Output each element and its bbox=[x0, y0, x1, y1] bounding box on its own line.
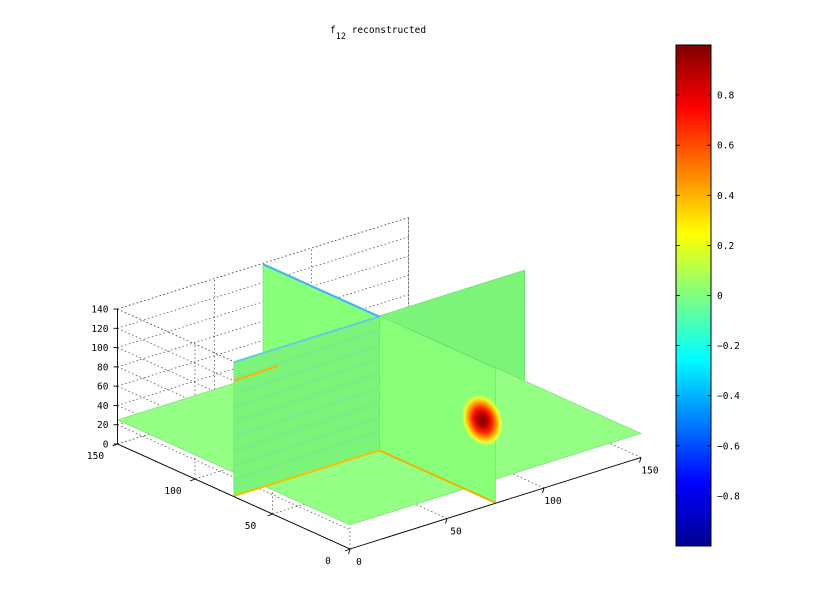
edge-accent bbox=[233, 316, 380, 364]
texture-band bbox=[233, 371, 380, 425]
z-tick-label: 80 bbox=[97, 362, 109, 373]
colorbar-tick-label: −0.4 bbox=[717, 391, 740, 402]
texture-band bbox=[233, 400, 380, 454]
texture-band bbox=[379, 430, 496, 484]
colorbar-tick-label: 0.4 bbox=[717, 191, 734, 202]
colorbar-tick-label: 0.8 bbox=[717, 91, 734, 102]
y-tick-label: 150 bbox=[87, 451, 104, 462]
x-tick-label: 0 bbox=[356, 557, 362, 568]
z-tick-label: 140 bbox=[91, 305, 108, 316]
edge-accent bbox=[233, 365, 278, 382]
colorbar-tick-label: 0.2 bbox=[717, 241, 734, 252]
z-tick-label: 0 bbox=[103, 440, 109, 451]
colorbar-tick-label: −0.6 bbox=[717, 441, 740, 452]
title-base: f bbox=[330, 25, 336, 36]
grid-line-z bbox=[117, 424, 351, 531]
texture-band bbox=[379, 416, 496, 470]
colorbar: 0.8 0.6 0.4 0.2 0 −0.2 −0.4 −0.6 −0.8 bbox=[675, 44, 740, 547]
texture-band bbox=[233, 357, 380, 410]
x-tick-label: 100 bbox=[544, 496, 561, 507]
x-tick-mark bbox=[348, 548, 351, 555]
y-tick-mark bbox=[189, 478, 196, 482]
x-tick-mark bbox=[542, 487, 545, 494]
x-tick-mark bbox=[445, 518, 448, 524]
colorbar-tick-label: 0.6 bbox=[717, 141, 734, 152]
colorbar-tick-label: −0.8 bbox=[717, 491, 740, 502]
x-tick-label: 150 bbox=[641, 466, 658, 477]
edge-accent bbox=[378, 449, 496, 504]
edge-accent bbox=[262, 263, 380, 318]
y-axis-line bbox=[117, 443, 351, 550]
colorbar-tick-label: 0 bbox=[717, 291, 723, 302]
axes-box bbox=[112, 308, 642, 555]
texture-band bbox=[233, 429, 380, 482]
y-tick-label: 100 bbox=[164, 486, 181, 497]
texture-band bbox=[233, 386, 380, 439]
title-subscript: 12 bbox=[336, 32, 346, 42]
x-tick-label: 50 bbox=[450, 527, 462, 538]
peak-blob bbox=[460, 392, 505, 448]
x-tick-mark bbox=[639, 457, 642, 463]
texture-band bbox=[379, 401, 496, 456]
texture-band bbox=[233, 342, 380, 396]
texture-band bbox=[379, 329, 496, 383]
texture-band bbox=[233, 415, 380, 468]
z-tick-label: 60 bbox=[97, 382, 109, 393]
edge-accent bbox=[233, 449, 380, 497]
y-tick-mark bbox=[267, 513, 273, 517]
texture-band bbox=[379, 343, 496, 398]
y-tick-label: 50 bbox=[245, 521, 257, 532]
z-tick-label: 20 bbox=[97, 420, 109, 431]
colorbar-gradient bbox=[675, 44, 712, 547]
colorbar-tick-label: −0.2 bbox=[717, 341, 740, 352]
slice-planes bbox=[116, 262, 642, 526]
z-tick-label: 40 bbox=[97, 401, 109, 412]
z-tick-label: 120 bbox=[91, 324, 108, 335]
y-tick-mark bbox=[344, 548, 351, 552]
title-rest: reconstructed bbox=[346, 25, 426, 36]
x-axis-line bbox=[349, 457, 642, 550]
colorbar-ticks: 0.8 0.6 0.4 0.2 0 −0.2 −0.4 −0.6 −0.8 bbox=[676, 91, 740, 502]
y-tick-label: 0 bbox=[325, 556, 331, 567]
chart-title: f12 reconstructed bbox=[330, 25, 426, 42]
z-tick-label: 100 bbox=[91, 343, 108, 354]
